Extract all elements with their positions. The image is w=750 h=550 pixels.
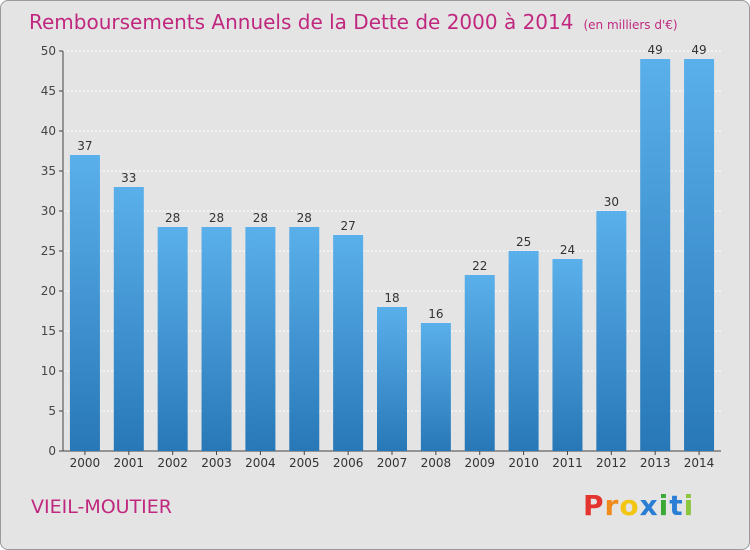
bar-value-label: 22 (472, 259, 487, 273)
x-tick-label: 2003 (201, 456, 232, 470)
y-tick-label: 45 (41, 84, 56, 98)
x-tick-label: 2004 (245, 456, 276, 470)
bar (113, 187, 144, 451)
bar (684, 59, 715, 451)
bar-value-label: 16 (428, 307, 443, 321)
bar (464, 275, 495, 451)
bar (640, 59, 671, 451)
x-tick-label: 2009 (464, 456, 495, 470)
x-tick-label: 2007 (377, 456, 408, 470)
y-tick-label: 35 (41, 164, 56, 178)
y-tick-label: 20 (41, 284, 56, 298)
bar-value-label: 25 (516, 235, 531, 249)
x-tick-label: 2001 (114, 456, 145, 470)
bar (289, 227, 320, 451)
proxiti-logo: Proxiti (583, 489, 694, 522)
x-tick-label: 2008 (421, 456, 452, 470)
logo-letter: i (658, 489, 670, 522)
y-tick-label: 10 (41, 364, 56, 378)
bar-value-label: 28 (297, 211, 312, 225)
bar-value-label: 33 (121, 171, 136, 185)
logo-letter: i (683, 489, 695, 522)
bar-value-label: 28 (165, 211, 180, 225)
bar (552, 259, 583, 451)
bar-value-label: 27 (340, 219, 355, 233)
bar (377, 307, 407, 451)
y-tick-label: 30 (41, 204, 56, 218)
bar (508, 251, 539, 451)
bar-value-label: 49 (648, 43, 663, 57)
bar-value-label: 18 (384, 291, 399, 305)
y-tick-label: 40 (41, 124, 56, 138)
bar-value-label: 37 (77, 139, 92, 153)
x-tick-label: 2000 (70, 456, 101, 470)
x-tick-label: 2005 (289, 456, 320, 470)
bar (596, 211, 627, 451)
bar-value-label: 30 (604, 195, 619, 209)
bar-value-label: 28 (209, 211, 224, 225)
bar (420, 323, 451, 451)
bar-value-label: 28 (253, 211, 268, 225)
bar (201, 227, 232, 451)
logo-letter: t (669, 489, 684, 522)
x-tick-label: 2010 (508, 456, 539, 470)
chart-title-text: Remboursements Annuels de la Dette de 20… (29, 10, 574, 34)
x-tick-label: 2013 (640, 456, 671, 470)
place-name: VIEIL-MOUTIER (31, 496, 172, 518)
chart-unit: (en milliers d'€) (583, 18, 678, 32)
y-tick-label: 0 (48, 444, 56, 458)
bar-value-label: 24 (560, 243, 575, 257)
logo-letter: P (583, 489, 605, 522)
bar (333, 235, 364, 451)
bar (69, 155, 100, 451)
chart-title: Remboursements Annuels de la Dette de 20… (29, 10, 678, 34)
logo-letter: x (639, 489, 659, 522)
x-tick-label: 2006 (333, 456, 364, 470)
x-tick-label: 2012 (596, 456, 627, 470)
y-tick-label: 5 (48, 404, 56, 418)
x-tick-label: 2014 (684, 456, 715, 470)
logo-letter: r (604, 489, 620, 522)
y-tick-label: 15 (41, 324, 56, 338)
bar (157, 227, 188, 451)
y-tick-label: 25 (41, 244, 56, 258)
x-tick-label: 2002 (157, 456, 188, 470)
y-tick-label: 50 (41, 44, 56, 58)
bar-value-label: 49 (691, 43, 706, 57)
bar (245, 227, 276, 451)
x-tick-label: 2011 (552, 456, 583, 470)
logo-letter: o (619, 489, 640, 522)
